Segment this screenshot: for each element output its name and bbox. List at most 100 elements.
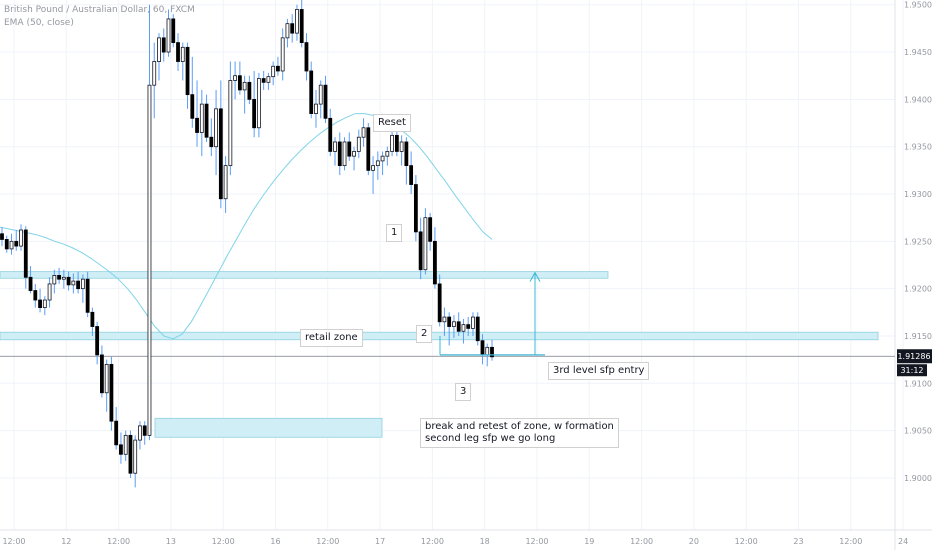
annotation-entry[interactable]: 3rd level sfp entry [548,362,650,380]
y-tick-label: 1.90500 [904,427,932,436]
annotation-wave-2[interactable]: 2 [416,325,433,343]
bull-candle-body [280,37,285,72]
countdown-text: 31:12 [900,366,923,375]
annotation-trade-note[interactable]: break and retest of zone, w formation se… [420,418,619,448]
candle [95,321,100,365]
candle [304,33,309,81]
candle [185,42,190,109]
candle [90,307,95,336]
bear-candle-body [209,136,214,148]
candle [266,72,271,90]
bull-candle-body [123,434,128,455]
candle [361,118,366,147]
last-price-badge [897,349,932,364]
annotation-wave-3[interactable]: 3 [455,383,472,401]
bear-candle-body [299,9,304,43]
candle [433,227,437,289]
bull-candle-body [47,283,52,301]
x-tick-label: 12:00 [107,537,130,546]
ema-line [0,113,493,340]
candle [176,33,180,71]
candle [47,277,52,308]
bull-candle-body [318,84,323,105]
bear-candle-body [176,42,180,62]
candle [323,75,328,124]
bull-candle-body [314,103,318,114]
bull-candle-body [152,61,157,86]
candle [109,356,114,431]
bull-candle-body [266,76,271,83]
candle [299,0,304,48]
bull-candle-body [423,217,428,271]
candle [390,129,394,157]
x-tick-label: 12 [61,537,71,546]
bear-candle-body [428,217,433,242]
candle [128,430,133,478]
candle [356,129,361,159]
bear-candle-body [328,117,333,152]
zone-1 [0,331,879,341]
bull-candle-body [138,425,142,441]
bear-candle-body [100,354,104,394]
x-tick-label: 23 [793,537,803,546]
candle [337,132,342,176]
bear-candle-body [38,299,42,308]
bear-candle-body [304,42,309,72]
candle [413,175,418,242]
candle [471,312,475,336]
bear-candle-body [309,70,314,114]
candle [23,226,28,289]
candle [66,271,71,291]
x-tick-label: 12:00 [2,537,25,546]
candle [195,80,199,147]
bull-candle-body [333,141,337,152]
bear-candle-body [490,346,494,358]
annotation-wave-1[interactable]: 1 [386,224,403,242]
bear-candle-body [276,65,280,72]
bull-candle-body [352,151,356,157]
bull-candle-body [104,363,109,394]
bull-candle-body [356,136,361,152]
bear-candle-body [0,233,4,240]
x-tick-label: 18 [480,537,490,546]
bull-candle-body [471,316,475,329]
candle [423,208,428,275]
annotation-retail-zone[interactable]: retail zone [300,329,363,347]
candle [228,61,233,176]
x-tick-label: 12:00 [630,537,653,546]
candle [14,229,19,251]
bear-candle-body [347,141,352,157]
candle [309,61,314,119]
bear-candle-body [433,240,437,285]
y-tick-label: 1.91500 [904,332,932,341]
bear-candle-body [33,290,38,301]
x-tick-label: 20 [689,537,699,546]
bull-candle-body [385,151,390,157]
candle [57,267,61,284]
candle [399,135,404,166]
candle [52,269,57,294]
candle [214,89,218,176]
candle [295,4,299,41]
annotation-reset[interactable]: Reset [373,114,411,132]
candle [380,151,385,176]
x-tick-label: 12:00 [525,537,548,546]
candle [147,4,152,441]
bear-candle-body [4,239,9,250]
x-tick-label: 12:00 [839,537,862,546]
candle [333,137,337,166]
candle [85,271,90,318]
bear-candle-body [142,425,147,436]
y-tick-label: 1.94500 [904,48,932,57]
candle [9,233,14,255]
bear-candle-body [161,37,166,53]
y-tick-label: 1.94000 [904,95,932,104]
bear-candle-body [119,444,123,455]
candle [33,283,38,308]
candle [280,28,285,81]
bull-candle-body [133,439,138,474]
candle [190,56,195,128]
candle [237,61,242,95]
